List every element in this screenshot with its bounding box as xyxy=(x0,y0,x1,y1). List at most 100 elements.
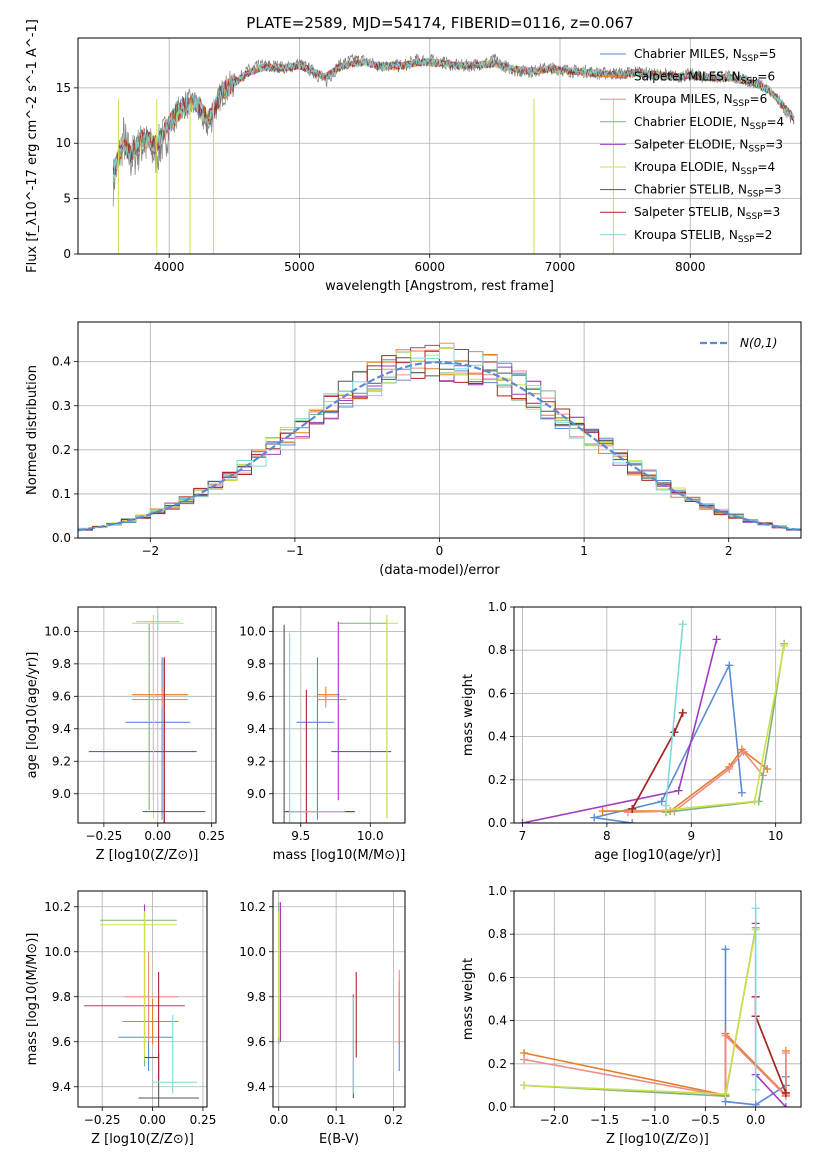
x-tick-label: 8 xyxy=(603,829,611,843)
mass-weight-line xyxy=(524,929,757,1095)
mass-vs-metallicity-panel: −0.25 0.00 0.25 9.4 9.6 9.8 10.0 10.2 Z [log10(Z… xyxy=(25,890,216,1147)
y-tick-label: 0.8 xyxy=(488,643,507,657)
mass-weight-marker xyxy=(712,635,721,644)
y-tick-label: 10 xyxy=(56,136,71,150)
x-tick-label: −0.25 xyxy=(84,1113,121,1127)
errorbar-point xyxy=(331,621,392,801)
legend-label: Salpeter ELODIE, NSSP=3 xyxy=(634,137,783,154)
mass-weight-marker xyxy=(678,708,687,717)
errorbar-point xyxy=(317,686,340,703)
mass-weight-marker xyxy=(670,728,679,737)
grid xyxy=(273,607,405,823)
y-tick-label: 10.0 xyxy=(44,945,71,959)
legend-label: Chabrier MILES, NSSP=5 xyxy=(634,47,776,64)
mass-weight-marker xyxy=(590,813,599,822)
y-tick-label: 9.8 xyxy=(247,990,266,1004)
mass-weight-marker xyxy=(737,788,746,797)
y-tick-label: 9.4 xyxy=(52,722,71,736)
spectrum-panel: 4000 5000 6000 7000 8000 0 5 10 15 wavelength [An… xyxy=(25,19,802,294)
mass-weight-line xyxy=(665,624,684,806)
y-tick-label: 0.8 xyxy=(488,927,507,941)
y-tick-label: 0.2 xyxy=(488,773,507,787)
y-tick-label: 10.2 xyxy=(239,900,266,914)
y-tick-label: 9.0 xyxy=(247,787,266,801)
mass-weight-marker xyxy=(725,765,734,773)
y-tick-label: 9.2 xyxy=(247,754,266,768)
mass-weight-marker xyxy=(721,1031,730,1040)
x-tick-label: 0.1 xyxy=(327,1113,346,1127)
plot-area xyxy=(518,620,789,823)
y-axis-label: mass weight xyxy=(461,958,476,1040)
axes-frame xyxy=(272,606,406,824)
errorbar-point xyxy=(84,904,185,1051)
errorbar-point xyxy=(131,686,188,703)
errorbar-point xyxy=(100,911,177,1060)
x-axis-label: age [log10(age/yr)] xyxy=(594,848,721,863)
x-tick-label: −2 xyxy=(141,544,159,558)
plot-area xyxy=(88,613,206,823)
y-tick-label: 9.2 xyxy=(52,754,71,768)
y-tick-label: 9.6 xyxy=(52,1035,71,1049)
mass-weight-marker xyxy=(674,786,683,795)
y-tick-label: 0.6 xyxy=(488,686,507,700)
x-tick-label: −2.0 xyxy=(540,1113,569,1127)
y-tick-label: 9.6 xyxy=(247,1035,266,1049)
y-tick-label: 0.3 xyxy=(52,399,71,413)
x-tick-label: 9 xyxy=(687,829,695,843)
errorbar-point xyxy=(386,615,399,819)
errorbar-point xyxy=(152,1014,197,1094)
y-tick-label: 10.0 xyxy=(239,624,266,638)
y-tick-label: 1.0 xyxy=(488,600,507,614)
x-tick-label: 10.0 xyxy=(357,829,384,843)
x-axis-label: E(B-V) xyxy=(319,1132,359,1147)
mass-weight-marker xyxy=(751,904,760,913)
errorbar-point xyxy=(88,621,197,801)
plot-area xyxy=(78,342,801,538)
x-tick-label: 0.2 xyxy=(384,1113,403,1127)
x-tick-label: 0.00 xyxy=(139,1113,166,1127)
x-tick-label: 0.0 xyxy=(269,1113,288,1127)
mass-weight-marker xyxy=(781,1103,790,1107)
axes-frame xyxy=(77,37,802,255)
x-axis-label: mass [log10(M/M⊙)] xyxy=(273,848,406,863)
y-tick-label: 1.0 xyxy=(488,884,507,898)
figure-title: PLATE=2589, MJD=54174, FIBERID=0116, z=0… xyxy=(246,14,633,32)
x-tick-label: 0.25 xyxy=(198,829,225,843)
plot-area xyxy=(84,904,199,1107)
y-tick-label: 0.0 xyxy=(488,816,507,830)
mass-weight-marker xyxy=(628,819,637,823)
axes-frame xyxy=(77,606,217,824)
x-tick-label: 7000 xyxy=(545,260,576,274)
mass-weight-marker xyxy=(751,1100,760,1107)
y-tick-label: 9.8 xyxy=(52,990,71,1004)
errorbar-point xyxy=(285,689,355,823)
y-tick-label: 0.1 xyxy=(52,487,71,501)
legend-label: Salpeter MILES, NSSP=6 xyxy=(634,70,775,87)
errorbar-point xyxy=(142,657,206,823)
mass-weight-line xyxy=(524,927,757,1098)
x-tick-label: −1.0 xyxy=(640,1113,669,1127)
y-tick-label: 0.4 xyxy=(488,1014,507,1028)
x-tick-label: 5000 xyxy=(284,260,315,274)
axes-frame xyxy=(513,606,802,824)
x-tick-label: −0.25 xyxy=(85,829,122,843)
x-axis-label: Z [log10(Z/Z⊙)] xyxy=(606,1132,709,1147)
plot-area xyxy=(278,902,400,1098)
grid xyxy=(78,607,216,823)
x-tick-label: 7 xyxy=(519,829,527,843)
y-tick-label: 15 xyxy=(56,81,71,95)
mass-weight-marker xyxy=(725,661,734,670)
x-axis-label: Z [log10(Z/Z⊙)] xyxy=(96,848,199,863)
mass-weight-marker xyxy=(661,801,670,810)
mass-weight-marker xyxy=(781,1049,790,1057)
legend-label: Kroupa MILES, NSSP=6 xyxy=(634,92,767,109)
y-tick-label: 0.6 xyxy=(488,970,507,984)
y-tick-label: 0.0 xyxy=(488,1100,507,1114)
legend-label: Kroupa STELIB, NSSP=2 xyxy=(634,228,772,245)
legend-label: Kroupa ELODIE, NSSP=4 xyxy=(634,160,775,177)
mass-weight-marker xyxy=(721,945,730,954)
mass-weight-marker xyxy=(518,819,527,823)
y-tick-label: 0 xyxy=(63,247,71,261)
legend-label: Salpeter STELIB, NSSP=3 xyxy=(634,205,780,222)
